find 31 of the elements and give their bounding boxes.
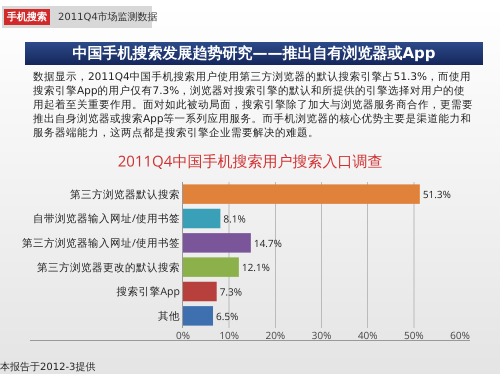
x-tick-label: 0% <box>176 328 190 342</box>
x-tick-label: 30% <box>312 328 332 342</box>
data-label: 7.3% <box>220 284 242 298</box>
data-label: 14.7% <box>254 236 282 250</box>
y-tick-label: 第三方浏览器默认搜索 <box>70 188 180 202</box>
y-tick-label: 第三方浏览器输入网址/使用书签 <box>22 236 180 251</box>
text: 数据显示，2011Q4中国手机搜索用户使用第三方浏览器的默认搜索引擎占51.3%，而使用搜索引擎App的用户仅有7.3%，浏览器对搜索引擎的默认和所提供的引擎选择对用户的使用起着至关重要作用。面对如此被动局面，搜索引擎除了加大与浏览器服务商合作，更需要推出自身浏览器或搜索App等一系列应用服务。而手机浏览器的核心优势主要是渠道能力和服务器端能力，这两点都是搜索引擎企业需要解决的难题。 <box>33 70 473 140</box>
y-tick-label: 搜索引擎App <box>116 285 180 300</box>
y-tick-label: 自带浏览器输入网址/使用书签 <box>33 212 180 226</box>
x-tick-label: 20% <box>265 328 286 342</box>
text: 手机搜索 <box>4 9 50 25</box>
bar <box>183 184 420 204</box>
x-tick-label: 40% <box>358 328 378 342</box>
data-label: 6.5% <box>216 308 238 323</box>
bar <box>183 233 251 253</box>
bar <box>183 208 220 228</box>
chart-title: 中国手机搜索发展趋势研究——推出自有浏览器或App <box>25 42 483 65</box>
text: 本报告于2012-3提供 <box>0 360 96 374</box>
data-label: 8.1% <box>223 212 246 226</box>
y-tick-label: 第三方浏览器更改的默认搜索 <box>36 260 180 275</box>
bar <box>183 257 239 277</box>
x-tick-label: 50% <box>404 328 424 342</box>
bar <box>183 306 214 326</box>
chart-subtitle: 2011Q4中国手机搜索用户搜索入口调查 <box>118 152 382 172</box>
data-label: 51.3% <box>422 187 451 202</box>
bar <box>183 282 217 302</box>
x-tick-label: 60% <box>450 328 470 342</box>
text: 2011Q4市场监测数据 <box>58 10 158 24</box>
data-label: 12.1% <box>242 260 270 274</box>
x-tick-label: 10% <box>219 328 240 342</box>
y-tick-label: 其他 <box>158 310 180 324</box>
